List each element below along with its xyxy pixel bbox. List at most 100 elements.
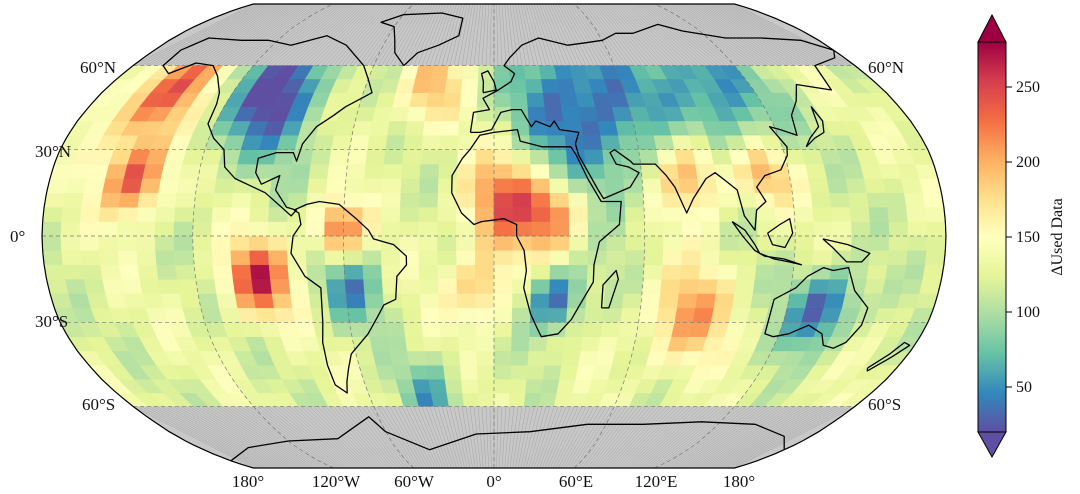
hatch-line	[185, 4, 289, 66]
hatch-line	[317, 4, 377, 66]
grid-cell	[61, 206, 82, 222]
hatch-line	[409, 406, 439, 468]
hatch-line	[301, 4, 366, 66]
hatch-line	[651, 4, 731, 66]
grid-cell	[623, 279, 644, 294]
grid-cell	[343, 250, 364, 265]
grid-cell	[399, 206, 420, 222]
grid-cell	[218, 307, 242, 323]
grid-cell	[288, 279, 310, 294]
hatch-line	[237, 4, 324, 66]
colorbar-gradient	[977, 41, 1007, 433]
grid-cell	[845, 279, 868, 294]
hatch-line	[245, 406, 329, 468]
grid-cell	[582, 322, 603, 337]
grid-cell	[424, 106, 444, 122]
grid-cell	[719, 235, 740, 251]
grid-cell	[380, 250, 401, 265]
grid-cell	[618, 322, 639, 337]
lat-label-60n-right: 60°N	[868, 58, 904, 77]
grid-cell	[792, 264, 813, 280]
grid-cell	[327, 293, 348, 309]
grid-cell	[456, 163, 476, 179]
grid-cell	[62, 264, 85, 280]
grid-cell	[155, 250, 176, 265]
grid-cell	[446, 392, 465, 407]
grid-cell	[444, 78, 463, 93]
grid-cell	[618, 135, 639, 150]
grid-cell	[476, 350, 495, 366]
hatch-line	[329, 4, 385, 66]
hatch-line	[715, 4, 827, 66]
grid-cell	[43, 192, 66, 208]
grid-cell	[312, 135, 335, 150]
grid-cell	[176, 279, 199, 294]
hatch-line	[707, 4, 815, 66]
hatch-line	[301, 406, 366, 468]
grid-cell	[412, 379, 432, 394]
grid-cell	[831, 250, 852, 265]
grid-cell	[775, 235, 796, 251]
grid-cell	[287, 264, 308, 280]
grid-cell	[459, 350, 478, 366]
grid-cell	[438, 149, 459, 165]
hatch-line	[627, 4, 695, 66]
hatch-line	[293, 406, 361, 468]
hatch-line	[531, 406, 551, 468]
hatch-line	[421, 4, 447, 66]
grid-cell	[493, 322, 513, 337]
grid-cell	[906, 250, 927, 265]
grid-cell	[810, 192, 832, 208]
grid-cell	[60, 235, 81, 251]
grid-cell	[382, 163, 403, 179]
hatch-line	[257, 4, 337, 66]
grid-cell	[142, 293, 165, 309]
grid-cell	[786, 293, 809, 309]
grid-cell	[926, 235, 946, 251]
grid-cell	[424, 350, 444, 366]
grid-cell	[211, 206, 232, 222]
grid-cell	[426, 365, 446, 380]
grid-cell	[135, 235, 156, 251]
coastline-antarctica-edge	[230, 416, 785, 462]
grid-cell	[418, 250, 439, 265]
grid-cell	[512, 250, 532, 265]
hatch-line	[457, 4, 471, 66]
hatch-line	[656, 406, 739, 468]
hatch-line	[504, 406, 511, 468]
grid-cell	[606, 250, 626, 265]
grid-cell	[493, 365, 512, 380]
grid-cell	[418, 221, 438, 237]
grid-cell	[354, 106, 377, 122]
hatch-line	[640, 4, 715, 66]
hatch-line	[705, 406, 811, 468]
grid-cell	[380, 221, 401, 237]
hatch-line	[541, 406, 567, 468]
grid-cell	[478, 392, 495, 407]
grid-cell	[310, 149, 332, 165]
grid-cell	[676, 293, 698, 309]
grid-cell	[674, 307, 696, 323]
hatch-line	[504, 4, 511, 66]
grid-cell	[829, 264, 851, 280]
grid-cell	[344, 279, 365, 294]
grid-cell	[62, 192, 85, 208]
grid-cell	[142, 163, 165, 179]
grid-cell	[559, 92, 579, 108]
grid-cell	[826, 279, 849, 294]
hatch-line	[461, 4, 473, 66]
data-grid-cells	[42, 65, 946, 407]
hatch-line	[365, 4, 409, 66]
hatch-line	[353, 406, 401, 468]
hatch-line	[313, 406, 374, 468]
hatch-line	[587, 406, 635, 468]
grid-cell	[331, 322, 353, 337]
hatch-line	[345, 406, 396, 468]
grid-cell	[813, 221, 834, 237]
hatch-line	[528, 4, 547, 66]
grid-cell	[409, 92, 429, 108]
grid-cell	[868, 250, 890, 265]
hatch-line	[517, 4, 531, 66]
hatch-line	[281, 406, 353, 468]
grid-cell	[271, 163, 293, 179]
